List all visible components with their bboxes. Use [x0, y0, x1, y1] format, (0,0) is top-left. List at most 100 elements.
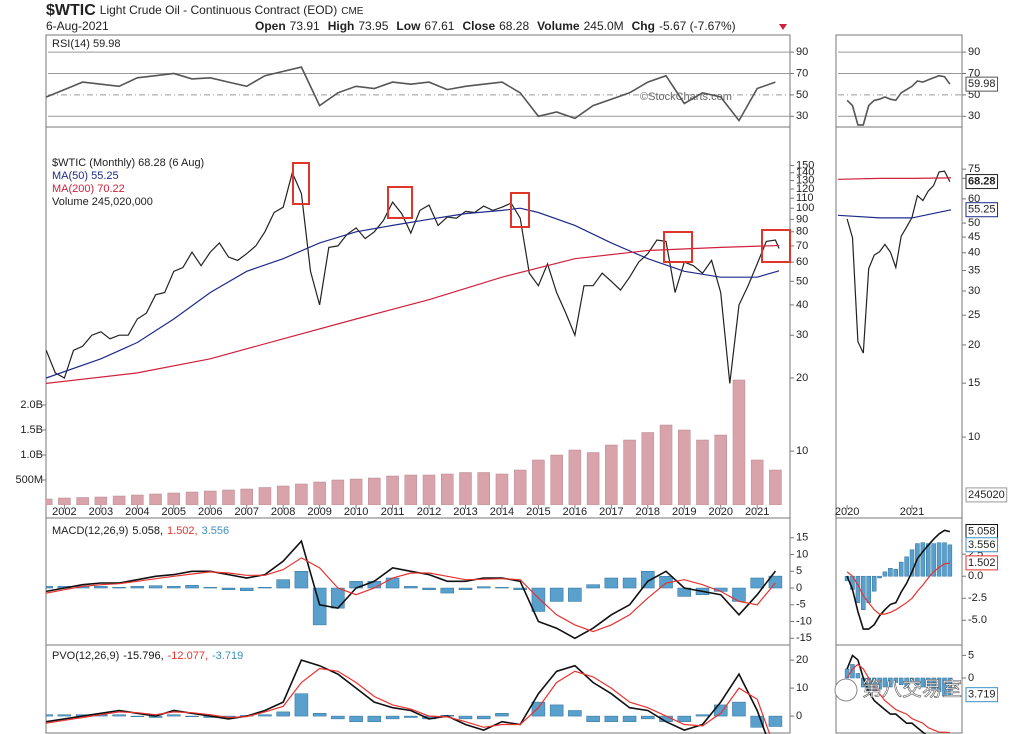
- y-tick-label: -5.0: [968, 614, 987, 626]
- histogram-bar: [276, 579, 290, 589]
- volume-bar: [313, 481, 326, 505]
- histogram-bar: [312, 587, 327, 626]
- histogram-bar: [568, 587, 582, 602]
- x-tick-label: 2013: [453, 506, 477, 518]
- annotations: [292, 162, 791, 263]
- x-tick-label: 2002: [52, 506, 76, 518]
- histogram-bar: [294, 693, 309, 717]
- legend-value: -15.796,: [123, 650, 163, 662]
- y-tick-label: 500M: [15, 474, 43, 486]
- y-tick-label: 90: [796, 46, 808, 58]
- y-tick-label: 20: [968, 339, 980, 351]
- volume-value-label: 245020: [968, 489, 1005, 501]
- y-tick-label: -10: [796, 615, 812, 627]
- histogram-bar: [915, 677, 920, 686]
- histogram-bar: [331, 587, 345, 609]
- histogram-bar: [641, 715, 655, 720]
- change: -5.67 (-7.67%): [659, 19, 736, 33]
- highlight-box: [292, 162, 310, 205]
- last-value-label: 55.25: [968, 204, 996, 216]
- histogram-bar: [185, 585, 199, 589]
- histogram-bar: [909, 677, 915, 683]
- histogram-bar: [877, 575, 882, 579]
- volume-bar: [750, 459, 764, 505]
- low: 67.61: [424, 19, 454, 33]
- histogram-bar: [732, 701, 746, 717]
- volume-bar: [185, 491, 199, 505]
- volume-bar: [295, 483, 308, 505]
- volume-bar: [276, 485, 290, 505]
- x-tick-label: 2011: [381, 506, 405, 518]
- x-tick-label: 2016: [563, 506, 587, 518]
- label-box: [965, 174, 999, 190]
- y-tick-label: 30: [968, 285, 980, 297]
- series-line: [46, 667, 771, 734]
- y-tick-label: 150: [796, 159, 814, 171]
- histogram-bar: [888, 568, 893, 577]
- y-tick-label: 40: [968, 247, 980, 259]
- legend-value: 1.502,: [167, 525, 198, 537]
- histogram-bar: [898, 677, 904, 686]
- y-tick-label: 75: [968, 163, 980, 175]
- series-line: [46, 66, 776, 123]
- y-tick-label: 90: [796, 213, 808, 225]
- histogram-bar: [925, 543, 931, 577]
- x-tick-label: 2007: [234, 506, 258, 518]
- volume-bar: [240, 488, 253, 505]
- histogram-bar: [866, 575, 871, 603]
- open-label: Open: [255, 19, 286, 33]
- title-text: Volume 245,020,000: [52, 196, 153, 208]
- histogram-bar: [568, 710, 582, 717]
- inset-macd-panel: [835, 517, 963, 646]
- series-line: [46, 244, 780, 384]
- legend-entry: $WTIC (Monthly) 68.28 (6 Aug): [52, 157, 204, 169]
- histogram-bar: [931, 677, 936, 690]
- histogram-bar: [931, 543, 936, 577]
- histogram-bar: [898, 561, 904, 577]
- y-tick-label: 25: [968, 309, 980, 321]
- y-tick-label: 70: [968, 67, 980, 79]
- histogram-bar: [882, 677, 888, 688]
- series-line: [46, 539, 777, 640]
- y-tick-label: 20: [796, 654, 808, 666]
- y-tick-label: 40: [796, 299, 808, 311]
- legend-entry: MA(50) 55.25: [52, 170, 119, 182]
- exchange: CME: [341, 6, 364, 17]
- histogram-bar: [893, 677, 899, 683]
- histogram-bar: [46, 714, 53, 717]
- y-tick-label: 45: [968, 231, 980, 243]
- volume-bar: [659, 424, 673, 505]
- histogram-bar: [586, 584, 600, 589]
- histogram-bar: [604, 715, 619, 722]
- inset-price-panel: [835, 126, 963, 519]
- histogram-bar: [495, 587, 509, 589]
- last-value-label: 3.556: [968, 539, 996, 551]
- date: 6-Aug-2021: [46, 19, 109, 33]
- histogram-bar: [167, 586, 181, 589]
- histogram-bar: [750, 577, 764, 589]
- histogram-bar: [112, 714, 126, 717]
- volume-bar: [46, 498, 53, 505]
- series-line: [46, 557, 776, 633]
- y-tick-label: 120: [796, 183, 814, 195]
- histogram-bar: [871, 575, 877, 592]
- y-tick-label: 140: [796, 167, 814, 179]
- symbol: $WTIC: [46, 2, 96, 19]
- histogram-bar: [203, 587, 218, 589]
- legend-value: -3.719: [212, 650, 243, 662]
- label-box: [965, 487, 1008, 503]
- y-tick-label: 70: [796, 240, 808, 252]
- volume-bar: [58, 497, 71, 505]
- histogram-bar: [94, 586, 108, 589]
- highlight-box: [510, 192, 530, 228]
- high: 73.95: [358, 19, 388, 33]
- histogram-bar: [349, 715, 363, 722]
- title-text: RSI(14) 59.98: [52, 38, 120, 50]
- histogram-bar: [531, 587, 546, 612]
- histogram-bar: [258, 587, 272, 589]
- volume-bar: [623, 439, 636, 505]
- volume-bar: [131, 494, 144, 505]
- volume-bar: [495, 473, 509, 505]
- histogram-bar: [476, 586, 491, 589]
